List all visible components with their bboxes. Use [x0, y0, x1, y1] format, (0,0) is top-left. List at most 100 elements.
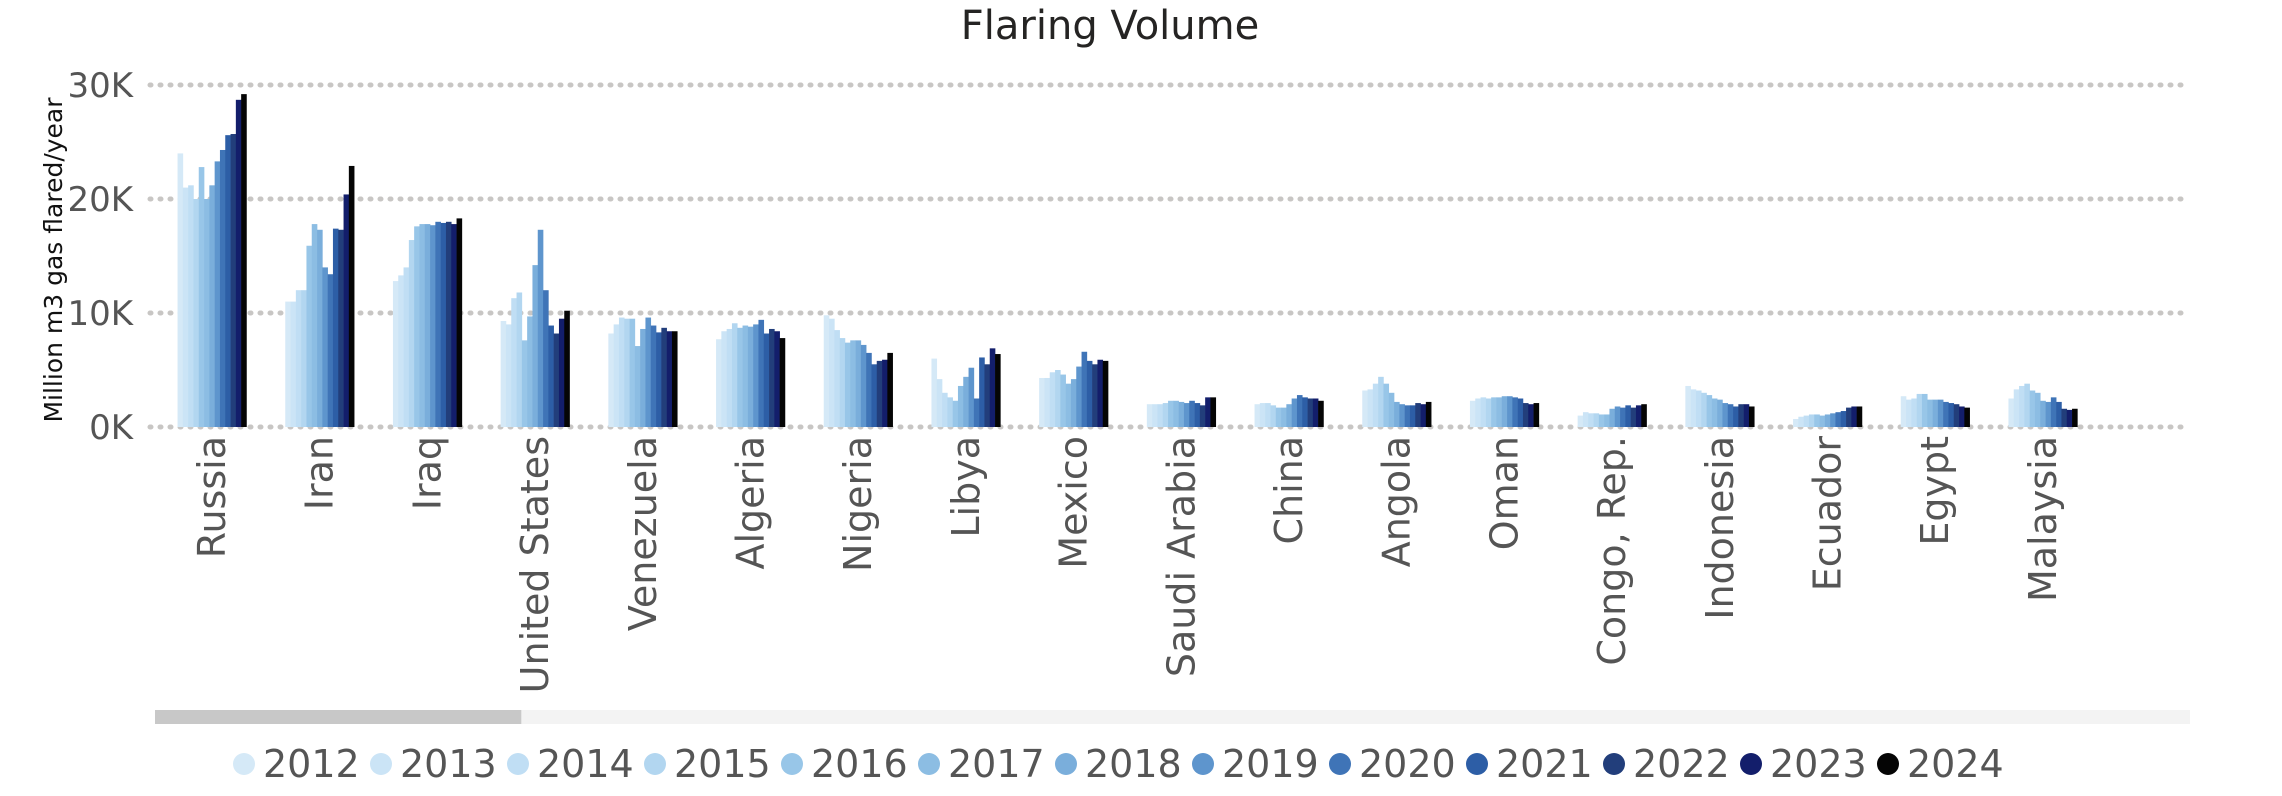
bar — [1173, 400, 1179, 427]
bar — [608, 333, 614, 427]
bar — [629, 318, 636, 427]
bar — [763, 333, 770, 427]
bar — [188, 185, 194, 427]
bar — [1210, 397, 1217, 427]
bar — [1706, 395, 1713, 427]
scrollbar-thumb[interactable] — [155, 710, 522, 724]
category-group — [931, 348, 1001, 427]
bar — [456, 218, 463, 427]
bar — [1394, 401, 1400, 427]
x-tick-label: Angola — [1375, 436, 1419, 567]
bar — [952, 400, 959, 427]
legend-label: 2018 — [1085, 742, 1182, 786]
chart-title: Flaring Volume — [961, 3, 1259, 49]
bar — [989, 348, 996, 427]
legend-item: 2019 — [1192, 742, 1319, 786]
bar — [1281, 407, 1287, 427]
bar — [936, 379, 943, 427]
bar — [445, 221, 452, 427]
bar — [403, 267, 410, 427]
bar — [671, 331, 678, 427]
bar — [543, 290, 549, 427]
bar — [1480, 397, 1487, 427]
bar — [753, 324, 759, 427]
bar — [624, 318, 630, 427]
bar — [241, 94, 247, 428]
y-tick-label: 20K — [67, 180, 134, 220]
bar — [1533, 403, 1540, 427]
scrollbar-track[interactable] — [155, 710, 2190, 724]
bar — [1399, 404, 1405, 427]
bar — [1819, 415, 1826, 427]
bar — [1635, 405, 1642, 427]
bar — [1851, 406, 1857, 427]
bar — [1469, 400, 1476, 427]
bar — [1835, 412, 1842, 427]
bar — [1824, 414, 1831, 427]
bar — [2050, 397, 2057, 427]
bar — [979, 357, 985, 427]
legend-marker — [1192, 753, 1214, 775]
bar — [564, 310, 570, 427]
bar — [451, 224, 457, 427]
bar — [414, 226, 420, 427]
bar — [634, 346, 641, 427]
bar — [618, 317, 625, 427]
bar — [1475, 398, 1481, 427]
bar — [995, 354, 1001, 427]
legend-marker — [781, 753, 803, 775]
y-tick-label: 0K — [89, 408, 135, 448]
bar — [2040, 400, 2046, 427]
bar — [1485, 398, 1492, 427]
y-axis-label: Million m3 gas flared/year — [39, 97, 68, 423]
x-tick-label: Oman — [1482, 436, 1526, 550]
bar — [1307, 398, 1314, 427]
bar — [392, 281, 399, 427]
bar — [882, 359, 888, 427]
horizontal-scrollbar[interactable] — [155, 710, 2190, 724]
bar — [2019, 385, 2025, 427]
bar — [1367, 389, 1374, 427]
x-tick-label: Nigeria — [836, 436, 880, 572]
bar — [942, 392, 948, 427]
x-tick-label: United States — [513, 436, 557, 693]
bar — [887, 352, 893, 427]
x-tick-label: Mexico — [1052, 436, 1096, 569]
bar — [1055, 370, 1061, 427]
bar — [774, 331, 780, 427]
bar — [963, 376, 969, 427]
bar — [1911, 398, 1917, 427]
legend-label: 2013 — [400, 742, 497, 786]
bar — [737, 327, 743, 427]
legend-label: 2016 — [811, 742, 908, 786]
bar — [931, 358, 938, 427]
x-tick-label: Russia — [190, 436, 234, 558]
bar — [1598, 414, 1605, 427]
bar — [1943, 401, 1949, 427]
bar — [650, 325, 657, 427]
bar — [1312, 398, 1319, 427]
bar — [1937, 399, 1944, 427]
category-group — [2008, 383, 2078, 427]
bar — [1625, 405, 1631, 427]
category-group — [1254, 395, 1324, 427]
bar — [984, 364, 991, 427]
legend-marker — [233, 753, 255, 775]
bar — [1588, 413, 1594, 427]
x-axis-ticks: Russia Iran Iraq United States Venezuela Alge… — [190, 436, 2065, 694]
y-tick-label: 10K — [67, 294, 134, 334]
bar — [871, 364, 878, 427]
bar — [1722, 403, 1729, 427]
bar — [850, 340, 856, 427]
bar — [1362, 390, 1368, 427]
legend-item: 2016 — [781, 742, 908, 786]
category-group — [716, 319, 786, 427]
x-tick-label: Malaysia — [2021, 436, 2065, 602]
bar — [726, 328, 733, 427]
bar — [666, 331, 673, 427]
bar — [1152, 404, 1158, 427]
bar — [290, 301, 297, 427]
category-group — [392, 218, 463, 427]
bar — [2056, 401, 2062, 427]
bar — [219, 149, 226, 428]
